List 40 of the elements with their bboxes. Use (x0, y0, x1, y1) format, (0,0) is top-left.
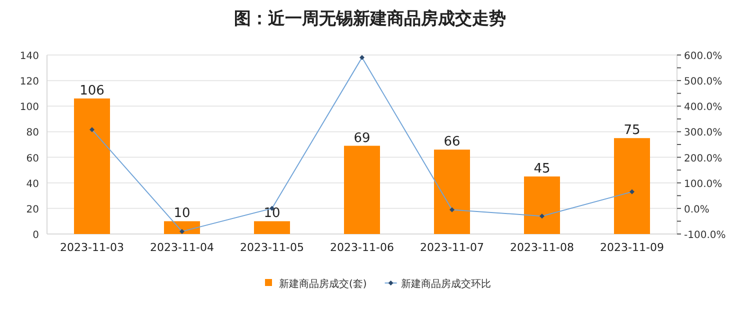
x-tick-label: 2023-11-06 (330, 241, 394, 254)
y-tick-label: 60 (26, 153, 39, 164)
y2-tick-label: 100.0% (684, 178, 722, 190)
bar (434, 150, 470, 234)
legend-label: 新建商品房成交(套) (279, 278, 367, 290)
data-label: 75 (624, 123, 640, 138)
y-tick-label: 140 (20, 51, 39, 62)
y2-tick-label: 200.0% (684, 153, 722, 164)
x-tick-label: 2023-11-04 (150, 241, 214, 254)
x-tick-label: 2023-11-07 (420, 241, 484, 254)
data-label: 10 (174, 206, 190, 222)
y2-tick-label: 500.0% (684, 76, 722, 88)
y2-tick-label: 600.0% (684, 51, 722, 62)
y-tick-label: 120 (20, 76, 39, 88)
y2-tick-label: 400.0% (684, 102, 722, 114)
y2-tick-label: 0.0% (684, 204, 710, 216)
x-tick-label: 2023-11-08 (510, 241, 574, 254)
y-tick-label: 100 (20, 102, 39, 114)
bar (524, 176, 560, 234)
y-tick-label: 20 (26, 204, 39, 216)
bar (344, 146, 380, 234)
bar (614, 138, 650, 234)
y-tick-label: 80 (26, 128, 39, 139)
data-label: 106 (80, 83, 104, 98)
data-label: 66 (444, 134, 460, 150)
x-tick-label: 2023-11-09 (600, 241, 664, 254)
y-tick-label: 0 (32, 230, 39, 241)
data-label: 45 (534, 161, 550, 176)
bar (74, 98, 110, 234)
y2-tick-label: -100.0% (684, 230, 726, 241)
chart-title: 图：近一周无锡新建商品房成交走势 (234, 9, 506, 29)
x-tick-label: 2023-11-05 (240, 241, 304, 254)
y2-tick-label: 300.0% (684, 128, 722, 139)
data-label: 10 (264, 206, 280, 222)
x-tick-label: 2023-11-03 (60, 241, 124, 254)
legend-label: 新建商品房成交环比 (400, 278, 491, 290)
bar (254, 221, 290, 234)
y-tick-label: 40 (26, 178, 39, 190)
data-label: 69 (354, 130, 370, 146)
bar (164, 221, 200, 234)
